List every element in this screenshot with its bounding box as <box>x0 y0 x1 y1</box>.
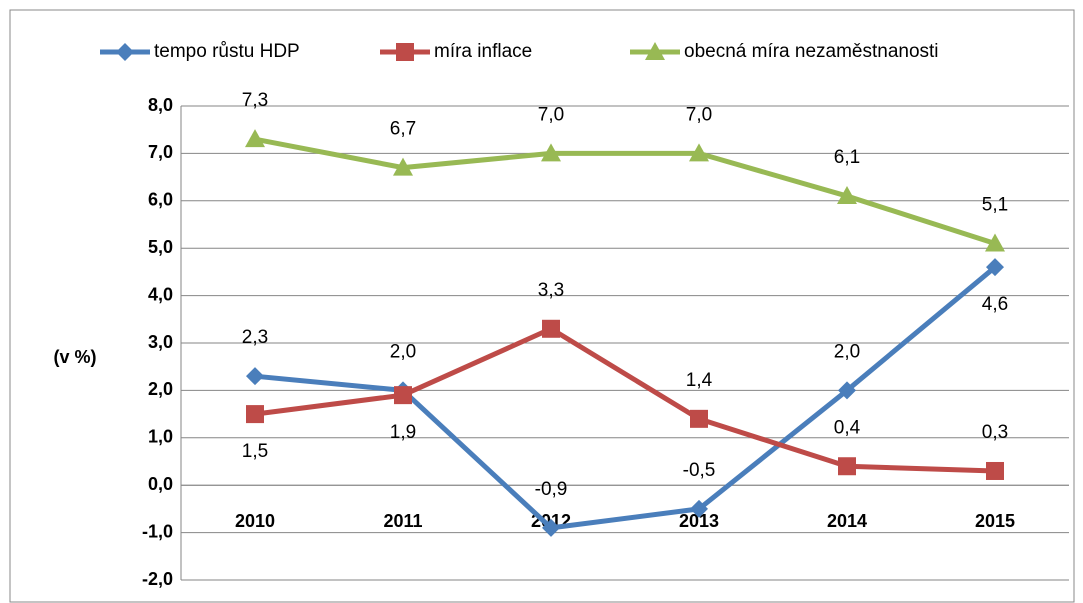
y-tick-label: 0,0 <box>148 474 173 494</box>
data-point <box>689 143 709 162</box>
y-tick-label: 3,0 <box>148 332 173 352</box>
data-point <box>541 143 561 162</box>
data-label: 1,4 <box>686 370 713 391</box>
y-tick-label: -1,0 <box>142 521 173 541</box>
data-point <box>985 233 1005 252</box>
data-point <box>542 518 560 537</box>
data-point <box>837 186 857 205</box>
data-label: 0,3 <box>982 422 1008 443</box>
x-tick-label: 2013 <box>679 511 719 531</box>
y-tick-label: 7,0 <box>148 142 173 162</box>
y-tick-label: 1,0 <box>148 427 173 447</box>
legend-label: tempo růstu HDP <box>154 41 300 62</box>
x-tick-label: 2014 <box>827 511 867 531</box>
data-label: 2,0 <box>834 341 860 362</box>
data-point <box>690 499 708 518</box>
legend-label: obecná míra nezaměstnanosti <box>684 41 939 62</box>
data-label: 1,9 <box>390 422 416 443</box>
data-label: 0,4 <box>834 417 861 438</box>
data-label: 6,1 <box>834 147 860 168</box>
chart-border <box>9 9 1075 603</box>
legend-label: míra inflace <box>434 41 532 62</box>
y-tick-label: 4,0 <box>148 284 173 304</box>
data-label: 7,3 <box>242 90 268 111</box>
y-tick-label: 2,0 <box>148 379 173 399</box>
series-line <box>254 136 996 246</box>
data-label: 6,7 <box>390 119 416 140</box>
data-point <box>246 367 264 386</box>
series-line <box>254 265 997 531</box>
data-point <box>986 461 1004 480</box>
data-point <box>246 405 264 424</box>
data-point <box>245 129 265 148</box>
data-point <box>393 157 413 176</box>
data-point <box>838 457 856 476</box>
x-tick-label: 2011 <box>383 511 422 531</box>
data-label: 2,0 <box>390 341 416 362</box>
y-tick-label: -2,0 <box>142 569 173 589</box>
y-tick-label: 5,0 <box>148 237 173 257</box>
data-label: 4,6 <box>982 294 1008 315</box>
data-label: 3,3 <box>538 280 564 301</box>
legend-marker <box>645 42 665 60</box>
data-label: -0,9 <box>535 479 568 500</box>
y-axis-label: (v %) <box>53 347 96 367</box>
legend-marker <box>116 43 134 61</box>
data-label: 5,1 <box>982 194 1008 215</box>
data-label: 1,5 <box>242 441 268 462</box>
data-point <box>986 258 1004 277</box>
y-tick-label: 6,0 <box>148 190 173 210</box>
series-line <box>254 326 996 474</box>
data-label: 7,0 <box>686 104 712 125</box>
x-tick-label: 2015 <box>975 511 1015 531</box>
data-point <box>542 319 560 338</box>
data-label: 7,0 <box>538 104 564 125</box>
data-point <box>838 381 856 400</box>
legend-marker <box>396 43 414 61</box>
x-tick-label: 2010 <box>235 511 275 531</box>
data-label: -0,5 <box>683 460 716 481</box>
data-label: 2,3 <box>242 327 268 348</box>
data-point <box>394 386 412 405</box>
data-point <box>690 409 708 428</box>
y-tick-label: 8,0 <box>148 95 173 115</box>
